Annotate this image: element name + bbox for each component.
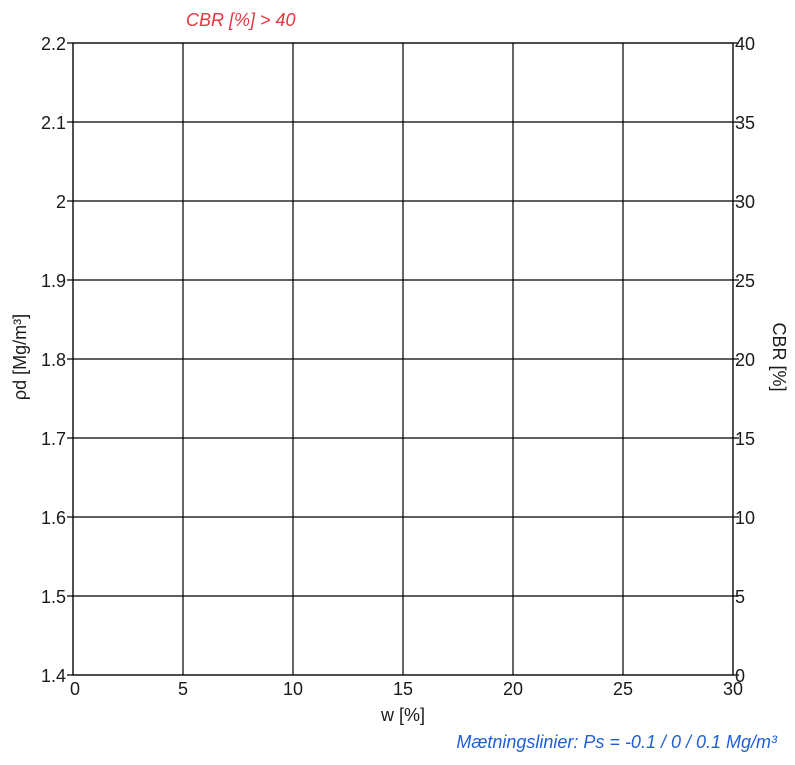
y-tick-label: 1.7 <box>41 429 66 449</box>
y-axis-label: ρd [Mg/m³] <box>10 314 30 400</box>
grid-lines <box>67 42 739 676</box>
y2-tick-label: 20 <box>735 350 755 370</box>
y-tick-label: 1.4 <box>41 666 66 686</box>
y2-tick-label: 35 <box>735 113 755 133</box>
y2-tick-label: 15 <box>735 429 755 449</box>
y-tick-label: 2.2 <box>41 34 66 54</box>
y2-tick-label: 5 <box>735 587 745 607</box>
x-tick-label: 0 <box>70 679 80 699</box>
y-tick-label: 1.6 <box>41 508 66 528</box>
y-tick-label: 1.8 <box>41 350 66 370</box>
y-tick-label: 2.1 <box>41 113 66 133</box>
y-tick-label: 1.9 <box>41 271 66 291</box>
y2-tick-label: 0 <box>735 666 745 686</box>
top-annotation: CBR [%] > 40 <box>186 10 296 30</box>
x-tick-labels: 0 5 10 15 20 25 30 <box>70 679 743 699</box>
x-tick-label: 5 <box>178 679 188 699</box>
x-tick-label: 20 <box>503 679 523 699</box>
y-tick-labels: 1.4 1.5 1.6 1.7 1.8 1.9 2 2.1 2.2 <box>41 34 66 686</box>
plot-frame <box>72 42 734 676</box>
bottom-annotation: Mætningslinier: Ps = -0.1 / 0 / 0.1 Mg/m… <box>456 732 778 752</box>
x-tick-label: 30 <box>723 679 743 699</box>
y-tick-label: 2 <box>56 192 66 212</box>
y2-tick-label: 25 <box>735 271 755 291</box>
y2-axis-label: CBR [%] <box>769 322 789 391</box>
y2-tick-labels: 0 5 10 15 20 25 30 35 40 <box>735 34 755 686</box>
y2-tick-label: 40 <box>735 34 755 54</box>
y2-tick-label: 30 <box>735 192 755 212</box>
y2-tick-label: 10 <box>735 508 755 528</box>
x-tick-label: 10 <box>283 679 303 699</box>
x-tick-label: 15 <box>393 679 413 699</box>
x-tick-label: 25 <box>613 679 633 699</box>
x-axis-label: w [%] <box>380 705 425 725</box>
y-tick-label: 1.5 <box>41 587 66 607</box>
